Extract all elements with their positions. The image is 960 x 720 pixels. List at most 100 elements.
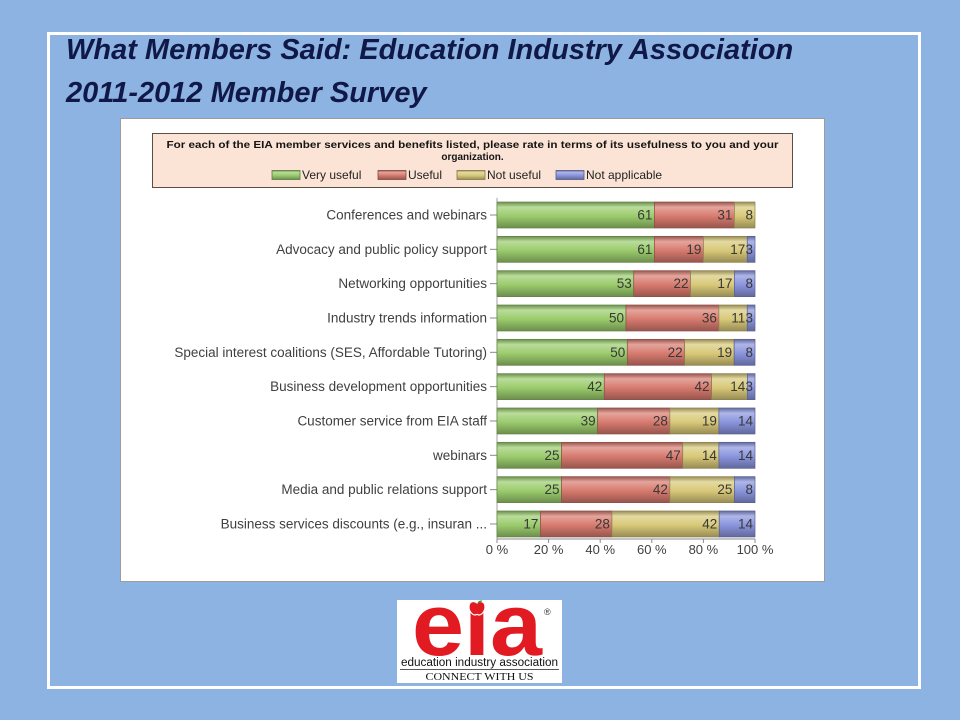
bar-segment-not-useful <box>734 201 756 229</box>
category-label: Business services discounts (e.g., insur… <box>221 516 487 531</box>
bar-row: Business development opportunities 42 42 14… <box>270 373 756 400</box>
slide-title: What Members Said: Education Industry As… <box>66 29 906 115</box>
bar-segment-not-applicable <box>718 441 756 469</box>
data-label-useful: 42 <box>695 379 710 394</box>
bar-row: Media and public relations support 25 42 25… <box>281 476 756 503</box>
bar-segment-useful <box>597 407 671 435</box>
slide-title-line-2: 2011-2012 Member Survey <box>66 77 427 109</box>
data-label-very-useful: 25 <box>544 482 559 497</box>
registered-mark: ® <box>544 607 551 617</box>
data-label-not-applicable: 14 <box>738 448 754 463</box>
data-label-very-useful: 61 <box>637 242 652 257</box>
bar-segment-useful <box>654 235 704 263</box>
data-label-not-useful: 19 <box>702 413 717 428</box>
data-label-useful: 36 <box>702 310 717 325</box>
bar-segment-very-useful <box>496 510 541 538</box>
bar-segment-not-useful <box>669 407 720 435</box>
data-label-useful: 28 <box>595 516 610 531</box>
bar-segment-very-useful <box>496 441 562 469</box>
data-label-not-useful: 25 <box>717 482 732 497</box>
chart-legend: Very useful Useful Not useful Not applicabl… <box>271 168 662 182</box>
bar-segment-very-useful <box>496 304 627 332</box>
data-label-useful: 28 <box>653 413 668 428</box>
chart-question-line-2: organization. <box>441 152 503 163</box>
bar-segment-very-useful <box>496 373 605 400</box>
bar-segment-not-applicable <box>734 270 756 298</box>
data-label-useful: 22 <box>673 276 688 291</box>
bar-segment-not-applicable <box>746 235 756 263</box>
bar-segment-not-applicable <box>746 304 756 332</box>
x-tick-label: 100 % <box>737 542 774 557</box>
bar-segment-very-useful <box>496 407 598 435</box>
slide-title-line-1: What Members Said: Education Industry As… <box>66 34 794 66</box>
chart-question-line-1: For each of the EIA member services and … <box>167 140 779 151</box>
data-label-useful: 22 <box>668 345 683 360</box>
data-label-not-useful: 19 <box>717 345 732 360</box>
legend-label-not-useful: Not useful <box>487 168 541 182</box>
legend-swatch-not-useful <box>456 170 486 180</box>
chart-header: For each of the EIA member services and … <box>152 133 793 188</box>
category-label: webinars <box>432 448 487 463</box>
stacked-bar-chart: For each of the EIA member services and … <box>120 118 825 582</box>
category-label: Business development opportunities <box>270 379 487 394</box>
bar-segment-not-useful <box>711 373 748 400</box>
bar-segment-not-useful <box>611 510 720 538</box>
data-label-not-useful: 14 <box>730 379 746 394</box>
plot-area: 0 % 20 % 40 % 60 % 80 % 100 % Conferences and … <box>174 197 774 557</box>
bar-segment-useful <box>654 201 735 229</box>
bar-row: Advocacy and public policy support 61 19 17… <box>276 235 756 263</box>
data-label-very-useful: 17 <box>523 516 538 531</box>
bar-segment-not-applicable <box>733 338 756 366</box>
data-label-useful: 42 <box>653 482 668 497</box>
slide-frame <box>47 32 921 689</box>
logo-organization-name: education industry association <box>401 657 558 669</box>
data-label-very-useful: 50 <box>610 345 625 360</box>
bar-segment-very-useful <box>496 235 655 263</box>
apple-icon <box>468 600 486 616</box>
data-label-not-applicable: 3 <box>745 242 753 257</box>
data-label-not-applicable: 8 <box>745 345 753 360</box>
bar-row: Business services discounts (e.g., insur… <box>221 510 756 538</box>
bar-row: Conferences and webinars 61 31 8 <box>326 201 756 229</box>
legend-swatch-useful <box>377 170 407 180</box>
data-label-not-applicable: 14 <box>738 413 754 428</box>
data-label-useful: 47 <box>666 448 681 463</box>
legend-label-not-applicable: Not applicable <box>586 168 662 182</box>
bar-row: webinars 25 47 14 14 <box>432 441 756 469</box>
data-label-very-useful: 50 <box>609 310 624 325</box>
category-label: Networking opportunities <box>338 276 487 291</box>
bar-segment-not-useful <box>718 304 748 332</box>
data-label-not-useful: 17 <box>717 276 732 291</box>
bar-segment-not-applicable <box>718 510 756 538</box>
data-label-very-useful: 39 <box>581 413 596 428</box>
data-label-very-useful: 42 <box>587 379 602 394</box>
legend-label-useful: Useful <box>408 168 442 182</box>
category-label: Industry trends information <box>327 310 487 325</box>
x-tick-label: 80 % <box>689 542 719 557</box>
bar-segment-not-useful <box>669 476 735 503</box>
bar-segment-not-useful <box>703 235 748 263</box>
logo-tagline: CONNECT WITH US <box>426 672 534 683</box>
bar-segment-not-applicable <box>734 476 756 503</box>
data-label-useful: 19 <box>686 242 701 257</box>
bar-segment-useful <box>561 441 684 469</box>
category-label: Customer service from EIA staff <box>297 413 487 428</box>
data-label-very-useful: 53 <box>617 276 632 291</box>
legend-swatch-not-applicable <box>555 170 585 180</box>
data-label-not-applicable: 3 <box>745 379 753 394</box>
bar-segment-not-applicable <box>746 373 756 400</box>
bar-row: Customer service from EIA staff 39 28 19 14 <box>297 407 756 435</box>
category-label: Special interest coalitions (SES, Afford… <box>174 345 487 360</box>
eia-logo: eia ® education industry association CON… <box>397 600 562 683</box>
bar-segment-very-useful <box>496 476 562 503</box>
bar-segment-very-useful <box>496 270 635 298</box>
category-label: Conferences and webinars <box>326 208 487 223</box>
data-label-not-applicable: 14 <box>738 516 754 531</box>
bar-segment-not-useful <box>684 338 735 366</box>
data-label-not-applicable: 3 <box>745 310 753 325</box>
bar-segment-not-applicable <box>718 407 756 435</box>
data-label-not-applicable: 8 <box>745 482 753 497</box>
x-tick-label: 0 % <box>486 542 509 557</box>
bar-segment-useful <box>633 270 691 298</box>
